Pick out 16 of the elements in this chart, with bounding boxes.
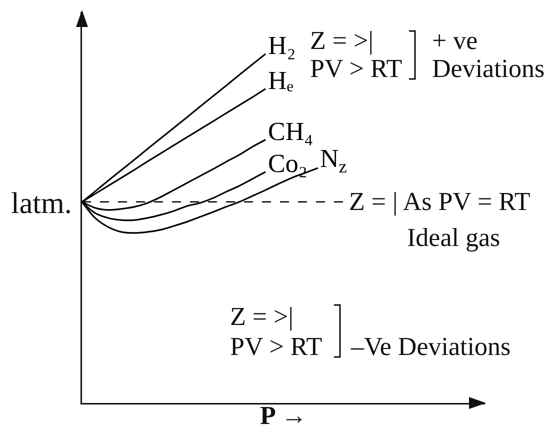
annotation: PV > RT	[310, 54, 402, 83]
annotation: PV > RT	[230, 332, 322, 361]
x-axis-title: P →	[260, 400, 307, 430]
text: Deviations	[432, 54, 545, 83]
series-label: Co₂	[268, 149, 308, 178]
text: latm.	[11, 187, 72, 220]
series-label: CH₄	[268, 117, 314, 146]
text: + ve	[432, 26, 478, 55]
ref-line-label: Z = | As PV = RT	[349, 187, 530, 216]
annotation: Z = >|	[230, 302, 294, 331]
text: –Ve Deviations	[350, 332, 511, 361]
series-label: N$_{z}$	[320, 144, 347, 176]
series-label: Hₑ	[268, 66, 294, 95]
annotation: Z = >|	[310, 26, 374, 55]
series-label: H₂	[268, 31, 296, 60]
text: Ideal gas	[407, 223, 500, 252]
